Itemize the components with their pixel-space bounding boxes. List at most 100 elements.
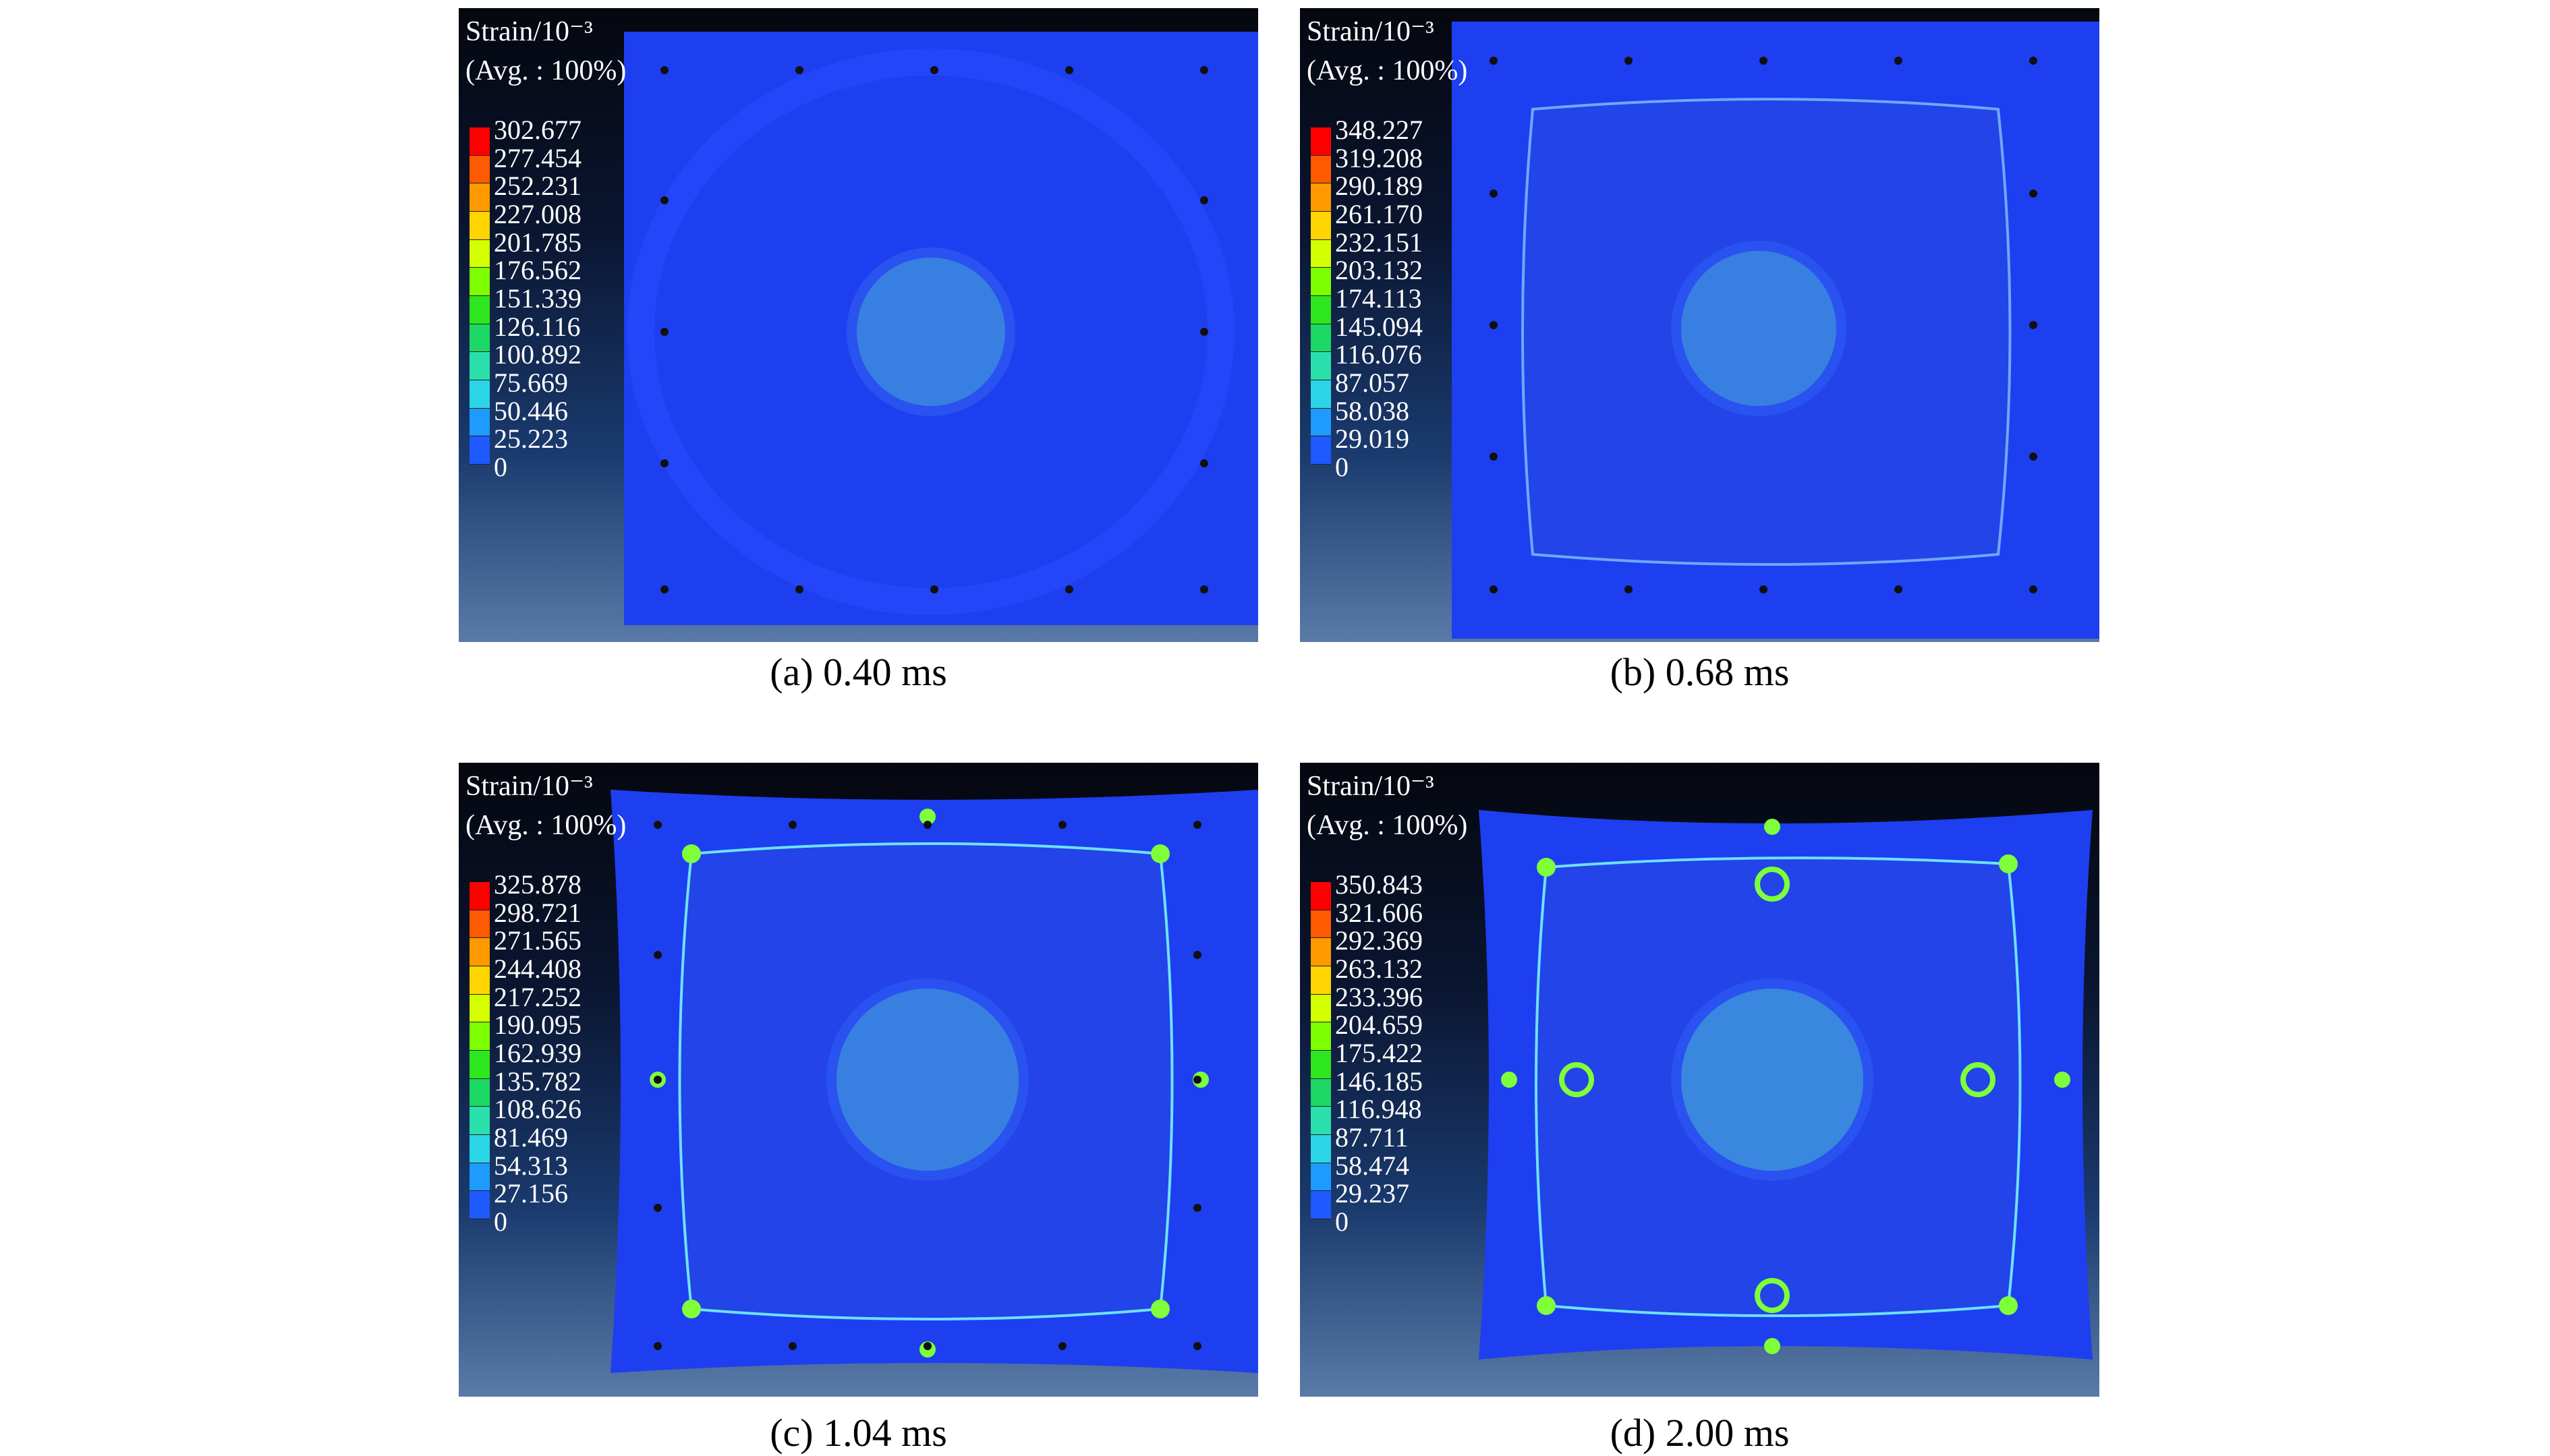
plate-c	[611, 790, 1258, 1373]
legend-value: 190.095	[494, 1010, 582, 1041]
legend-swatch	[470, 938, 490, 966]
plate-b-impact-strain	[1681, 251, 1836, 406]
legend-swatch	[470, 212, 490, 240]
legend-value: 146.185	[1335, 1066, 1423, 1097]
legend-value: 0	[1335, 1206, 1349, 1237]
legend-value: 87.057	[1335, 368, 1409, 398]
legend-value: 25.223	[494, 424, 568, 455]
legend-swatch	[470, 1163, 490, 1192]
legend-swatch	[1311, 910, 1331, 939]
panel-d-header-averaging: (Avg. : 100%)	[1307, 810, 1468, 841]
panel-b-header-quantity: Strain/10⁻³	[1307, 16, 1434, 47]
legend-swatch	[1311, 324, 1331, 353]
panel-a-legend: 302.677 277.454 252.231 227.008 201.785 …	[470, 117, 672, 481]
legend-swatch	[1311, 938, 1331, 966]
legend-swatch	[470, 380, 490, 409]
legend-value: 0	[1335, 452, 1349, 482]
legend-swatch	[1311, 127, 1331, 156]
legend-swatch	[1311, 296, 1331, 324]
panel-c-header-quantity: Strain/10⁻³	[465, 771, 593, 802]
legend-value: 54.313	[494, 1150, 568, 1181]
legend-value: 350.843	[1335, 869, 1423, 900]
caption-a: (a) 0.40 ms	[770, 650, 947, 694]
legend-value: 29.019	[1335, 424, 1409, 455]
legend-swatch	[1311, 994, 1331, 1023]
legend-swatch	[470, 1022, 490, 1051]
legend-swatch	[470, 324, 490, 353]
plate-b-bolt-holes	[1490, 57, 2037, 593]
legend-swatch	[1311, 1191, 1331, 1219]
legend-swatch	[1311, 966, 1331, 995]
legend-value: 145.094	[1335, 311, 1423, 342]
plate-a-impact-zone	[847, 247, 1015, 416]
legend-value: 81.469	[494, 1122, 568, 1153]
panel-a-header-averaging: (Avg. : 100%)	[465, 55, 627, 86]
legend-value: 29.237	[1335, 1178, 1409, 1209]
plate-c-impact-strain	[837, 989, 1019, 1171]
legend-value: 302.677	[494, 115, 582, 145]
legend-swatch	[1311, 239, 1331, 268]
legend-value: 261.170	[1335, 199, 1423, 229]
legend-swatch	[470, 436, 490, 465]
plate-a-bolt-holes	[660, 66, 1208, 593]
legend-value: 58.038	[1335, 395, 1409, 426]
caption-c: (c) 1.04 ms	[770, 1411, 947, 1455]
legend-swatch	[1311, 1163, 1331, 1192]
plate-d-impact-strain	[1681, 989, 1863, 1171]
legend-swatch	[1311, 436, 1331, 465]
legend-swatch	[1311, 155, 1331, 184]
legend-swatch	[470, 239, 490, 268]
legend-value: 252.231	[494, 171, 582, 202]
legend-value: 100.892	[494, 339, 582, 370]
legend-value: 151.339	[494, 283, 582, 314]
plate-b	[1452, 22, 2099, 639]
legend-value: 277.454	[494, 142, 582, 173]
legend-swatch	[470, 1078, 490, 1107]
legend-swatch	[470, 296, 490, 324]
legend-value: 50.446	[494, 395, 568, 426]
panel-a: Strain/10⁻³ (Avg. : 100%) 302.677 277.45…	[459, 8, 1258, 642]
legend-value: 126.116	[494, 311, 581, 342]
panel-b-header-averaging: (Avg. : 100%)	[1307, 55, 1468, 86]
legend-swatch	[1311, 352, 1331, 380]
legend-swatch	[1311, 1107, 1331, 1135]
legend-swatch	[1311, 882, 1331, 910]
plate-d-bolt-strain-rings	[1559, 867, 1995, 1313]
plate-d-corner-strain	[1501, 819, 2070, 1354]
legend-value: 263.132	[1335, 954, 1423, 984]
legend-value: 27.156	[494, 1178, 568, 1209]
plate-b-impact-zone	[1671, 241, 1846, 416]
plate-d	[1479, 810, 2093, 1360]
legend-swatch	[470, 994, 490, 1023]
legend-swatch	[1311, 1022, 1331, 1051]
legend-swatch	[470, 910, 490, 939]
plate-c-impact-zone	[826, 979, 1029, 1181]
panel-b-legend-bar	[1311, 127, 1331, 465]
legend-swatch	[470, 408, 490, 437]
panel-d-header-quantity: Strain/10⁻³	[1307, 771, 1434, 802]
legend-value: 108.626	[494, 1094, 582, 1125]
legend-swatch	[470, 966, 490, 995]
legend-value: 217.252	[494, 981, 582, 1012]
panel-c-legend: 325.878 298.721 271.565 244.408 217.252 …	[470, 871, 672, 1235]
legend-value: 75.669	[494, 368, 568, 398]
legend-swatch	[1311, 1135, 1331, 1163]
legend-value: 348.227	[1335, 115, 1423, 145]
caption-b: (b) 0.68 ms	[1610, 650, 1790, 694]
legend-value: 116.948	[1335, 1094, 1422, 1125]
panel-a-legend-bar	[470, 127, 490, 465]
legend-swatch	[470, 1135, 490, 1163]
legend-value: 325.878	[494, 869, 582, 900]
legend-value: 0	[494, 1206, 507, 1237]
plate-a-impact-strain	[857, 258, 1005, 406]
legend-swatch	[1311, 268, 1331, 296]
legend-value: 135.782	[494, 1066, 582, 1097]
plate-c-bolt-holes	[654, 821, 1201, 1350]
legend-swatch	[470, 183, 490, 212]
legend-value: 233.396	[1335, 981, 1423, 1012]
caption-d: (d) 2.00 ms	[1610, 1411, 1790, 1455]
plate-d-impact-zone	[1671, 979, 1873, 1181]
legend-swatch	[470, 1051, 490, 1079]
legend-swatch	[1311, 212, 1331, 240]
